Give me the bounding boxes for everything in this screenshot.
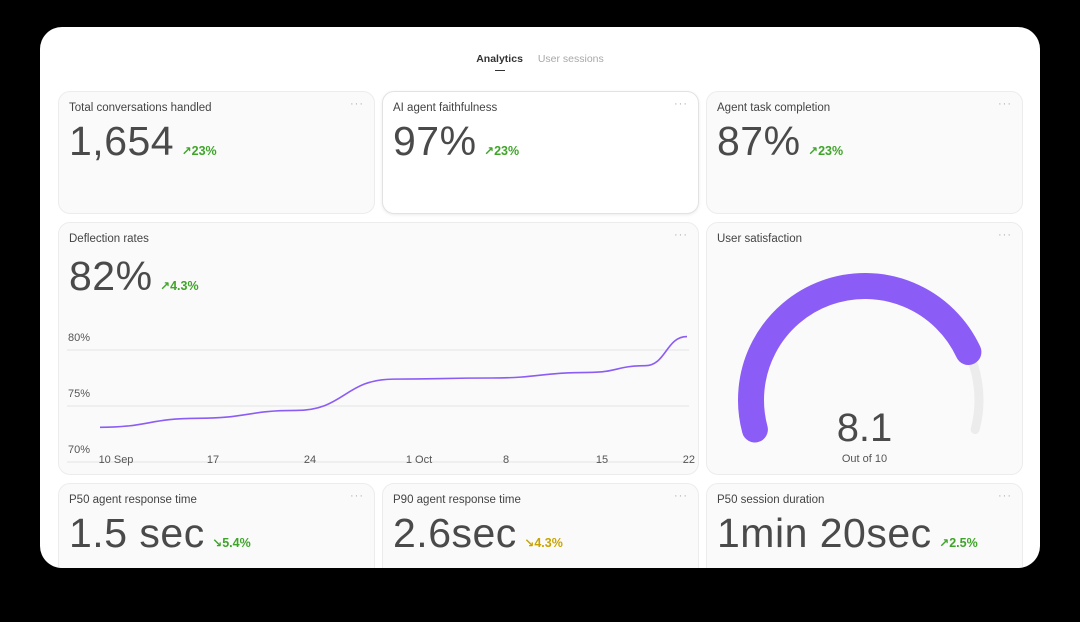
x-tick-label: 8 [503, 454, 509, 466]
satisfaction-gauge [738, 273, 984, 443]
tab-user-sessions[interactable]: User sessions [537, 53, 604, 65]
card-title: Deflection rates [69, 233, 149, 245]
gauge-fill [738, 273, 982, 443]
card-total-conversations: Total conversations handled ··· 1,654 ↗2… [58, 91, 375, 214]
metric: 1,654 ↗23% [69, 118, 217, 165]
metric: 2.6sec ↘4.3% [393, 510, 563, 557]
more-options-icon[interactable]: ··· [350, 98, 364, 110]
x-tick-label: 22 [683, 454, 695, 466]
delta-value: 23% [818, 144, 844, 158]
arrow-up-right-icon: ↗ [181, 144, 192, 158]
y-tick-label: 80% [68, 332, 90, 344]
card-deflection: Deflection rates ··· 82% ↗4.3% 80% 75% 70%… [58, 222, 699, 475]
x-tick-label: 17 [207, 454, 219, 466]
card-title: User satisfaction [717, 233, 803, 245]
y-tick-label: 70% [68, 444, 90, 456]
metric-delta: ↘4.3% [524, 536, 563, 550]
x-tick-label: 10 Sep [99, 454, 134, 466]
card-p50-session: P50 session duration ··· 1min 20sec ↗2.5… [706, 483, 1023, 568]
arrow-down-right-icon: ↘ [212, 536, 223, 550]
card-task-completion: Agent task completion ··· 87% ↗23% [706, 91, 1023, 214]
more-options-icon[interactable]: ··· [674, 490, 688, 502]
metric-delta: ↘5.4% [212, 536, 251, 550]
tab-analytics[interactable]: Analytics [476, 53, 523, 71]
delta-value: 5.4% [222, 536, 251, 550]
metric-value: 2.6sec [393, 510, 517, 556]
metric-value: 1min 20sec [717, 510, 932, 556]
delta-value: 4.3% [170, 279, 199, 293]
metric: 1.5 sec ↘5.4% [69, 510, 251, 557]
card-satisfaction: User satisfaction ··· 8.1 Out of 10 [706, 222, 1023, 475]
metric-delta: ↗23% [484, 144, 519, 158]
more-options-icon[interactable]: ··· [350, 490, 364, 502]
more-options-icon[interactable]: ··· [998, 490, 1012, 502]
card-title: Agent task completion [717, 102, 831, 114]
more-options-icon[interactable]: ··· [998, 229, 1012, 241]
gauge-subtitle: Out of 10 [841, 453, 888, 465]
card-p90-response: P90 agent response time ··· 2.6sec ↘4.3% [382, 483, 699, 568]
metric: 97% ↗23% [393, 118, 519, 165]
delta-value: 23% [494, 144, 520, 158]
arrow-up-right-icon: ↗ [160, 279, 171, 293]
card-faithfulness[interactable]: AI agent faithfulness ··· 97% ↗23% [382, 91, 699, 214]
gauge-value: 8.1 [836, 406, 893, 450]
delta-value: 2.5% [949, 536, 978, 550]
metric-value: 97% [393, 118, 477, 164]
metric: 87% ↗23% [717, 118, 843, 165]
card-title: P50 agent response time [69, 494, 197, 506]
deflection-series-line [99, 335, 688, 429]
metric-delta: ↗4.3% [160, 279, 199, 293]
metric-delta: ↗2.5% [939, 536, 978, 550]
more-options-icon[interactable]: ··· [674, 229, 688, 241]
x-tick-label: 1 Oct [406, 454, 432, 466]
tab-bar: Analytics User sessions [40, 53, 1040, 71]
metric-delta: ↗23% [182, 144, 217, 158]
y-tick-label: 75% [68, 388, 90, 400]
arrow-down-right-icon: ↘ [524, 536, 535, 550]
card-title: P50 session duration [717, 494, 825, 506]
metric-value: 1.5 sec [69, 510, 205, 556]
arrow-up-right-icon: ↗ [808, 144, 819, 158]
card-title: AI agent faithfulness [393, 102, 498, 114]
arrow-up-right-icon: ↗ [939, 536, 950, 550]
metric-delta: ↗23% [808, 144, 843, 158]
analytics-window: Analytics User sessions Total conversati… [40, 27, 1040, 568]
metric: 82% ↗4.3% [69, 253, 199, 300]
x-tick-label: 15 [596, 454, 608, 466]
card-title: P90 agent response time [393, 494, 521, 506]
metric-value: 82% [69, 253, 153, 299]
delta-value: 23% [191, 144, 217, 158]
card-p50-response: P50 agent response time ··· 1.5 sec ↘5.4… [58, 483, 375, 568]
metric-value: 87% [717, 118, 801, 164]
more-options-icon[interactable]: ··· [998, 98, 1012, 110]
deflection-line-chart: 80% 75% 70% 10 Sep 17 24 1 Oct 8 15 22 [67, 332, 695, 466]
more-options-icon[interactable]: ··· [674, 98, 688, 110]
x-tick-label: 24 [304, 454, 316, 466]
delta-value: 4.3% [534, 536, 563, 550]
metric: 1min 20sec ↗2.5% [717, 510, 978, 557]
metric-value: 1,654 [69, 118, 175, 164]
arrow-up-right-icon: ↗ [484, 144, 495, 158]
card-title: Total conversations handled [69, 102, 212, 114]
